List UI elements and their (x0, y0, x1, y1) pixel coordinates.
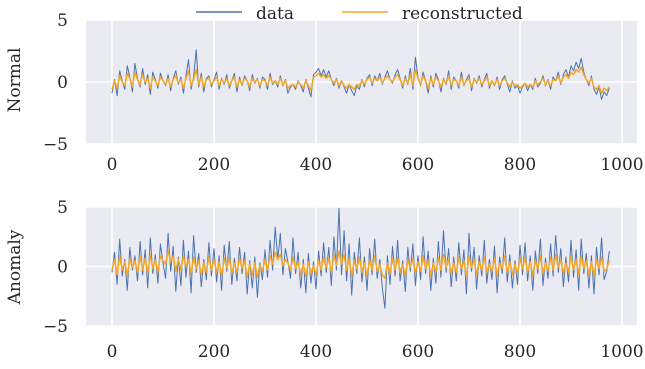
normal-xtick-200: 200 (198, 155, 230, 175)
legend-data-label: data (256, 4, 294, 24)
legend: data reconstructed (196, 4, 523, 24)
anomaly-series (111, 207, 611, 309)
anomaly-ytick-5: 5 (57, 198, 68, 218)
normal-series (111, 49, 610, 100)
normal-xtick-600: 600 (402, 155, 434, 175)
legend-reconstructed-label: reconstructed (402, 4, 523, 24)
anomaly-xtick-0: 0 (107, 342, 118, 362)
anomaly-ylabel: Anomaly (5, 229, 25, 305)
anomaly-series-reconstructed (111, 250, 611, 280)
normal-ylabel: Normal (5, 48, 25, 113)
anomaly-subplot: 0 200 400 600 800 1000 −5 0 5 Anomaly (5, 198, 644, 362)
anomaly-tick-labels: 0 200 400 600 800 1000 −5 0 5 (43, 198, 644, 362)
anomaly-xtick-400: 400 (300, 342, 332, 362)
normal-series-reconstructed (111, 66, 610, 94)
normal-ytick-5: 5 (57, 11, 68, 31)
anomaly-xtick-600: 600 (402, 342, 434, 362)
normal-tick-labels: 0 200 400 600 800 1000 −5 0 5 (43, 11, 644, 175)
normal-ytick-0: 0 (57, 73, 68, 93)
normal-ytick--5: −5 (43, 135, 68, 155)
normal-xtick-1000: 1000 (600, 155, 643, 175)
normal-xtick-800: 800 (504, 155, 536, 175)
anomaly-ytick-0: 0 (57, 258, 68, 278)
normal-xtick-0: 0 (107, 155, 118, 175)
anomaly-xtick-200: 200 (198, 342, 230, 362)
normal-subplot: 0 200 400 600 800 1000 −5 0 5 Normal (5, 11, 644, 175)
anomaly-xtick-800: 800 (504, 342, 536, 362)
anomaly-ytick--5: −5 (43, 317, 68, 337)
anomaly-xtick-1000: 1000 (600, 342, 643, 362)
normal-xtick-400: 400 (300, 155, 332, 175)
